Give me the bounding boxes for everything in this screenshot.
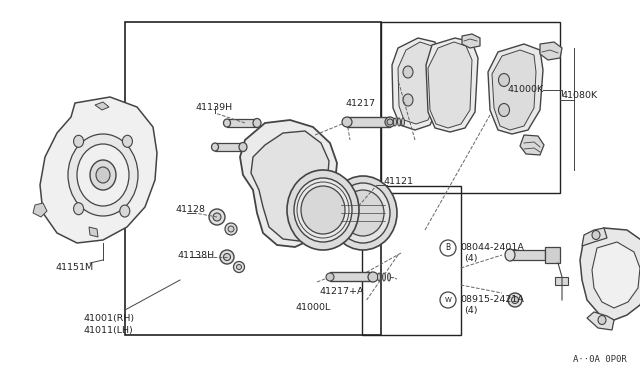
Ellipse shape	[234, 262, 244, 273]
Ellipse shape	[326, 273, 334, 281]
Text: (4): (4)	[464, 305, 477, 314]
Ellipse shape	[220, 250, 234, 264]
Ellipse shape	[342, 190, 384, 236]
Ellipse shape	[68, 134, 138, 216]
Ellipse shape	[385, 117, 395, 127]
Ellipse shape	[387, 119, 393, 125]
Ellipse shape	[387, 273, 390, 281]
Text: 41139H: 41139H	[195, 103, 232, 112]
Text: W: W	[445, 297, 451, 303]
Ellipse shape	[223, 253, 230, 260]
Polygon shape	[392, 38, 440, 130]
Ellipse shape	[223, 119, 230, 127]
Text: 41151M: 41151M	[55, 263, 93, 272]
Ellipse shape	[213, 213, 221, 221]
Ellipse shape	[403, 94, 413, 106]
Polygon shape	[582, 228, 607, 246]
Text: 41080K: 41080K	[562, 90, 598, 99]
Ellipse shape	[239, 142, 247, 151]
Ellipse shape	[499, 74, 509, 87]
Ellipse shape	[237, 264, 241, 269]
Polygon shape	[330, 272, 373, 281]
Ellipse shape	[120, 205, 130, 217]
Bar	[381, 22, 560, 193]
Ellipse shape	[287, 170, 359, 250]
Text: 41000K: 41000K	[508, 86, 544, 94]
Ellipse shape	[211, 143, 218, 151]
Ellipse shape	[401, 118, 404, 126]
Text: 08915-2421A: 08915-2421A	[460, 295, 524, 304]
Polygon shape	[428, 42, 472, 128]
Polygon shape	[592, 242, 640, 308]
Ellipse shape	[225, 223, 237, 235]
Ellipse shape	[336, 183, 390, 243]
Polygon shape	[492, 50, 536, 130]
Ellipse shape	[74, 203, 84, 215]
Ellipse shape	[378, 273, 381, 281]
Ellipse shape	[505, 249, 515, 261]
Polygon shape	[89, 227, 98, 237]
Text: 08044-2401A: 08044-2401A	[460, 243, 524, 251]
Polygon shape	[240, 120, 337, 247]
Text: 41217+A: 41217+A	[320, 286, 365, 295]
Text: 41011(LH): 41011(LH)	[83, 326, 132, 334]
Ellipse shape	[499, 103, 509, 116]
Text: 41000L: 41000L	[296, 304, 331, 312]
Ellipse shape	[228, 226, 234, 232]
Ellipse shape	[368, 272, 378, 282]
Ellipse shape	[90, 160, 116, 190]
Polygon shape	[520, 135, 544, 155]
Ellipse shape	[383, 273, 385, 281]
Polygon shape	[398, 42, 436, 124]
Ellipse shape	[403, 66, 413, 78]
Bar	[362, 186, 461, 335]
Polygon shape	[40, 97, 157, 243]
Polygon shape	[587, 312, 614, 330]
Ellipse shape	[511, 296, 518, 304]
Polygon shape	[227, 119, 257, 127]
Polygon shape	[540, 42, 562, 60]
Text: 41138H: 41138H	[177, 250, 214, 260]
Text: 41217: 41217	[345, 99, 375, 108]
Ellipse shape	[122, 135, 132, 147]
Ellipse shape	[508, 293, 522, 307]
Text: 41128: 41128	[175, 205, 205, 214]
Text: 41121: 41121	[383, 176, 413, 186]
Ellipse shape	[253, 119, 261, 128]
Text: (4): (4)	[464, 253, 477, 263]
Polygon shape	[462, 34, 480, 48]
Text: 41001(RH): 41001(RH)	[83, 314, 134, 323]
Ellipse shape	[329, 176, 397, 250]
Ellipse shape	[77, 144, 129, 206]
Text: B: B	[445, 244, 451, 253]
Ellipse shape	[294, 178, 352, 242]
Polygon shape	[347, 117, 390, 127]
Ellipse shape	[394, 118, 397, 126]
Polygon shape	[33, 203, 47, 217]
Bar	[125, 22, 381, 335]
Text: A··0A 0P0R: A··0A 0P0R	[573, 356, 627, 365]
Ellipse shape	[342, 117, 352, 127]
Polygon shape	[426, 38, 478, 132]
Polygon shape	[510, 250, 545, 260]
Ellipse shape	[209, 209, 225, 225]
Polygon shape	[580, 228, 640, 320]
Polygon shape	[555, 277, 568, 285]
Polygon shape	[215, 143, 243, 151]
Polygon shape	[488, 44, 543, 134]
Polygon shape	[251, 131, 329, 241]
Ellipse shape	[592, 231, 600, 240]
Polygon shape	[95, 102, 109, 110]
Ellipse shape	[96, 167, 110, 183]
Ellipse shape	[598, 315, 606, 324]
Ellipse shape	[74, 135, 84, 147]
Polygon shape	[545, 247, 560, 263]
Ellipse shape	[301, 186, 345, 234]
Ellipse shape	[397, 118, 401, 126]
